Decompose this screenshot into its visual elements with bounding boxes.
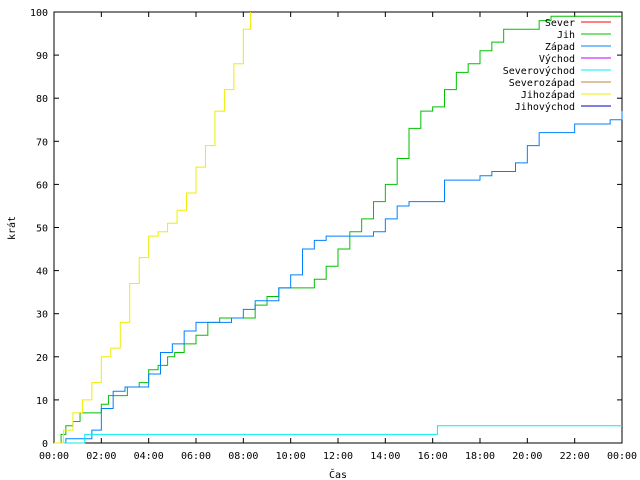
x-tick-label: 06:00 <box>181 451 211 462</box>
y-axis: 0 10 20 30 40 50 60 70 80 90 100 <box>30 8 622 450</box>
x-tick-label: 12:00 <box>323 451 353 462</box>
legend-label: Jihovýchod <box>515 101 575 113</box>
y-axis-label: krát <box>6 216 18 240</box>
x-tick-label: 04:00 <box>134 451 164 462</box>
x-tick-label: 22:00 <box>560 451 590 462</box>
y-tick-label: 20 <box>36 353 48 364</box>
x-tick-label: 18:00 <box>465 451 495 462</box>
legend: SeverJihZápadVýchodSeverovýchodSeverozáp… <box>503 18 611 113</box>
legend-label: Severozápad <box>509 77 575 89</box>
x-tick-label: 16:00 <box>418 451 448 462</box>
x-axis: 00:00 02:00 04:00 06:00 08:00 10:00 12:00 14:00… <box>39 12 637 462</box>
x-tick-label: 20:00 <box>512 451 542 462</box>
x-axis-label: Čas <box>329 468 347 480</box>
y-tick-label: 100 <box>30 8 48 19</box>
x-tick-label: 02:00 <box>86 451 116 462</box>
y-tick-label: 80 <box>36 94 48 105</box>
legend-label: Východ <box>539 53 575 65</box>
y-tick-label: 90 <box>36 51 48 62</box>
y-tick-label: 30 <box>36 310 48 321</box>
y-tick-label: 70 <box>36 137 48 148</box>
x-tick-label: 00:00 <box>39 451 69 462</box>
legend-label: Sever <box>545 18 575 29</box>
series-layer <box>54 12 623 444</box>
x-tick-label: 08:00 <box>228 451 258 462</box>
legend-label: Jih <box>557 30 575 41</box>
legend-label: Západ <box>545 41 575 53</box>
series-line-jih <box>54 15 622 444</box>
y-tick-label: 60 <box>36 180 48 191</box>
series-line-západ <box>54 111 623 444</box>
y-tick-label: 50 <box>36 224 48 235</box>
x-tick-label: 14:00 <box>370 451 400 462</box>
x-tick-label: 00:00 <box>607 451 637 462</box>
series-line-jihozápad <box>54 12 251 444</box>
series-line-severovýchod <box>54 425 622 444</box>
legend-label: Jihozápad <box>521 89 575 101</box>
y-tick-label: 10 <box>36 396 48 407</box>
x-tick-label: 10:00 <box>276 451 306 462</box>
legend-label: Severovýchod <box>503 65 575 77</box>
y-tick-label: 40 <box>36 267 48 278</box>
y-tick-label: 0 <box>42 439 48 450</box>
